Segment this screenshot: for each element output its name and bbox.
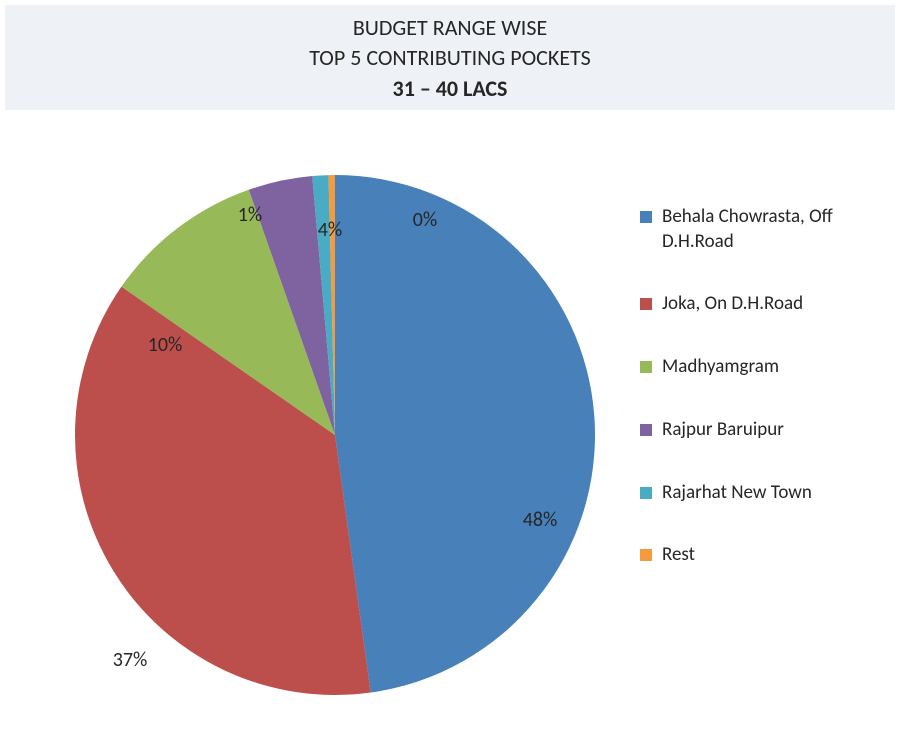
legend-swatch: [640, 211, 652, 223]
legend-label: Behala Chowrasta, Off D.H.Road: [662, 205, 880, 254]
chart-title-block: BUDGET RANGE WISE TOP 5 CONTRIBUTING POC…: [5, 5, 895, 110]
legend-item: Behala Chowrasta, Off D.H.Road: [640, 205, 880, 254]
title-line-2: TOP 5 CONTRIBUTING POCKETS: [5, 43, 895, 73]
data-label: 10%: [148, 333, 183, 357]
data-label: 37%: [113, 648, 148, 672]
legend-swatch: [640, 424, 652, 436]
legend-label: Rajarhat New Town: [662, 481, 880, 506]
legend-item: Madhyamgram: [640, 355, 880, 380]
data-label: 0%: [413, 208, 437, 232]
legend-item: Rajpur Baruipur: [640, 418, 880, 443]
title-line-3: 31 – 40 LACS: [5, 74, 895, 104]
pie-slice: [335, 175, 595, 693]
legend-item: Joka, On D.H.Road: [640, 292, 880, 317]
legend-label: Joka, On D.H.Road: [662, 292, 880, 317]
legend-label: Rajpur Baruipur: [662, 418, 880, 443]
legend-item: Rajarhat New Town: [640, 481, 880, 506]
title-line-1: BUDGET RANGE WISE: [5, 13, 895, 43]
legend-label: Rest: [662, 543, 880, 568]
data-label: 1%: [238, 203, 262, 227]
legend: Behala Chowrasta, Off D.H.Road Joka, On D…: [640, 205, 880, 606]
data-label: 4%: [318, 218, 342, 242]
legend-swatch: [640, 298, 652, 310]
legend-label: Madhyamgram: [662, 355, 880, 380]
data-label: 48%: [523, 508, 558, 532]
legend-swatch: [640, 361, 652, 373]
legend-swatch: [640, 549, 652, 561]
legend-swatch: [640, 487, 652, 499]
chart-area: 48% 37% 10% 4% 1% 0% Behala Chowrasta, Off D.…: [0, 110, 900, 740]
legend-item: Rest: [640, 543, 880, 568]
pie-chart: [75, 175, 595, 695]
